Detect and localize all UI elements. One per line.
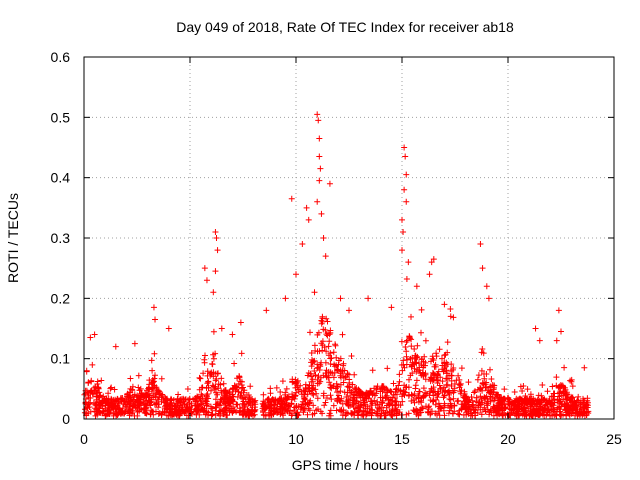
- roti-point: [87, 334, 94, 341]
- roti-point: [315, 117, 322, 124]
- roti-point: [316, 177, 323, 184]
- roti-point: [479, 265, 486, 272]
- roti-point: [426, 271, 433, 278]
- roti-point: [581, 364, 588, 371]
- y-tick-label: 0: [62, 411, 70, 427]
- roti-point: [229, 331, 236, 338]
- roti-point: [237, 319, 244, 326]
- x-tick-label: 15: [394, 431, 410, 447]
- roti-point: [399, 247, 405, 254]
- roti-point: [203, 277, 210, 284]
- roti-point: [210, 289, 217, 296]
- y-tick-label: 0.3: [51, 230, 71, 246]
- x-tick-label: 20: [500, 431, 516, 447]
- roti-point: [212, 268, 219, 275]
- roti-point: [401, 144, 408, 151]
- roti-point: [299, 241, 306, 248]
- roti-point: [293, 271, 299, 278]
- roti-point: [441, 301, 448, 308]
- roti-point: [405, 259, 412, 266]
- roti-point: [399, 216, 405, 223]
- roti-point: [218, 325, 225, 332]
- roti-point: [282, 295, 289, 302]
- roti-point: [316, 153, 323, 160]
- roti-point: [400, 228, 407, 235]
- roti-point: [401, 186, 408, 193]
- y-tick-label: 0.2: [51, 290, 71, 306]
- roti-point: [403, 171, 410, 178]
- roti-point: [263, 307, 270, 314]
- y-axis-label: ROTI / TECUs: [5, 193, 21, 283]
- roti-point: [477, 241, 484, 248]
- roti-point: [553, 337, 560, 344]
- roti-point: [213, 235, 220, 241]
- roti-point: [112, 343, 119, 350]
- roti-point: [201, 265, 208, 272]
- roti-point: [214, 247, 221, 254]
- chart-title: Day 049 of 2018, Rate Of TEC Index for r…: [176, 19, 514, 35]
- x-tick-label: 0: [80, 431, 88, 447]
- roti-point: [430, 256, 437, 263]
- roti-point: [314, 198, 321, 205]
- roti-point: [403, 198, 410, 205]
- roti-point: [413, 283, 420, 290]
- x-axis-label: GPS time / hours: [292, 457, 399, 473]
- roti-point: [428, 259, 435, 266]
- roti-point: [337, 295, 344, 302]
- roti-point: [316, 135, 323, 142]
- roti-point: [320, 235, 327, 241]
- roti-point: [165, 325, 172, 332]
- x-tick-label: 25: [606, 431, 622, 447]
- roti-point: [346, 307, 352, 314]
- roti-point: [558, 328, 564, 335]
- roti-point: [483, 283, 490, 290]
- roti-point: [326, 180, 333, 187]
- roti-point: [447, 313, 454, 320]
- axis-ticks: 0 0.1 0.2 0.3 0.4 0.5 0.6 0 5 10 15 20 25: [51, 49, 622, 447]
- y-tick-label: 0.1: [51, 351, 71, 367]
- roti-point: [365, 295, 372, 302]
- roti-point: [305, 216, 312, 223]
- roti-point: [536, 337, 543, 344]
- roti-point: [402, 153, 409, 160]
- roti-point: [91, 331, 98, 338]
- roti-point: [303, 204, 310, 211]
- roti-point: [152, 316, 159, 323]
- roti-point: [314, 111, 321, 118]
- y-tick-label: 0.6: [51, 49, 71, 65]
- dense-roti-samples: [81, 276, 592, 419]
- x-tick-label: 5: [186, 431, 194, 447]
- roti-point: [288, 195, 295, 202]
- roti-point: [388, 304, 395, 311]
- data-points: [81, 111, 592, 419]
- y-tick-label: 0.5: [51, 109, 71, 125]
- roti-point: [485, 295, 492, 302]
- roti-point: [131, 340, 138, 347]
- y-tick-label: 0.4: [51, 170, 71, 186]
- roti-point: [150, 304, 157, 311]
- roti-point: [322, 253, 329, 260]
- x-tick-label: 10: [288, 431, 304, 447]
- roti-point: [555, 307, 562, 314]
- roti-point: [532, 325, 539, 332]
- roti-point: [212, 228, 219, 235]
- roti-point: [317, 165, 324, 172]
- grid-lines: [84, 57, 614, 419]
- roti-point: [318, 210, 325, 217]
